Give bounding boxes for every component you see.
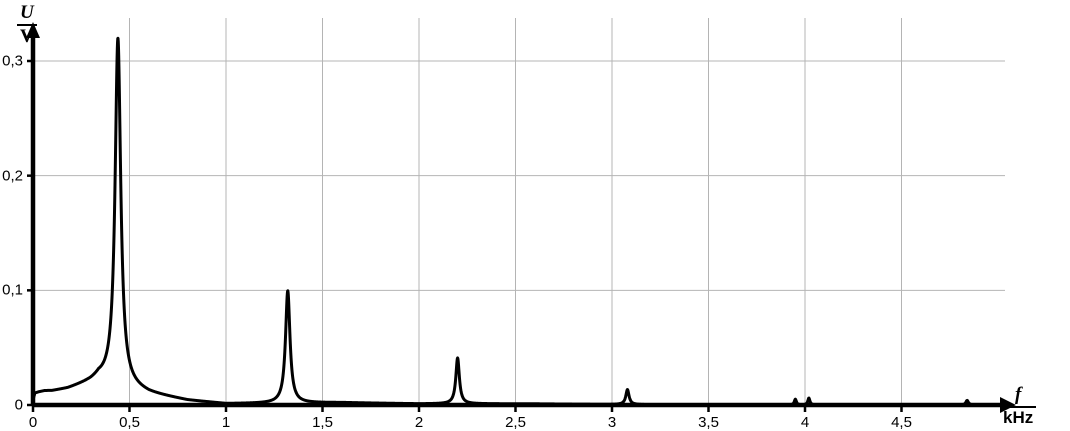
y-axis-tick-label: 0,2 <box>2 167 23 185</box>
y-axis-tick-label: 0,1 <box>2 281 23 299</box>
y-axis-arrow <box>26 22 40 38</box>
x-axis-tick-label: 4,5 <box>891 414 912 431</box>
x-axis-tick-label: 3 <box>607 414 617 431</box>
x-axis-label-numerator: f <box>1014 384 1022 405</box>
x-axis-tick-label: 4 <box>800 414 810 431</box>
y-axis-label-numerator: U <box>20 2 34 23</box>
x-axis-arrow <box>1000 397 1016 413</box>
grid-lines <box>33 18 1005 405</box>
y-axis-label: U V <box>17 3 37 47</box>
x-axis-tick-label: 1,5 <box>312 414 333 431</box>
y-axis-tick-label: 0 <box>14 396 23 414</box>
x-axis-tick-label: 2 <box>414 414 424 431</box>
x-axis-tick-label: 2,5 <box>505 414 526 431</box>
spectrum-line <box>31 36 1000 407</box>
axes <box>26 22 1016 413</box>
x-axis-tick-label: 1 <box>221 414 231 431</box>
x-axis-tick-label: 0 <box>28 414 38 431</box>
y-axis-label-fraction-bar <box>17 23 37 26</box>
x-axis-tick-label: 0,5 <box>119 414 140 431</box>
x-axis-label-denominator: kHz <box>1003 407 1034 427</box>
x-axis-tick-label: 3,5 <box>698 414 719 431</box>
y-axis-label-denominator: V <box>20 25 34 47</box>
y-axis-tick-label: 0,3 <box>2 52 23 70</box>
x-axis-label: f kHz <box>1000 384 1037 427</box>
x-axis-label-fraction-bar <box>1000 405 1037 408</box>
data-curve <box>31 36 1000 407</box>
